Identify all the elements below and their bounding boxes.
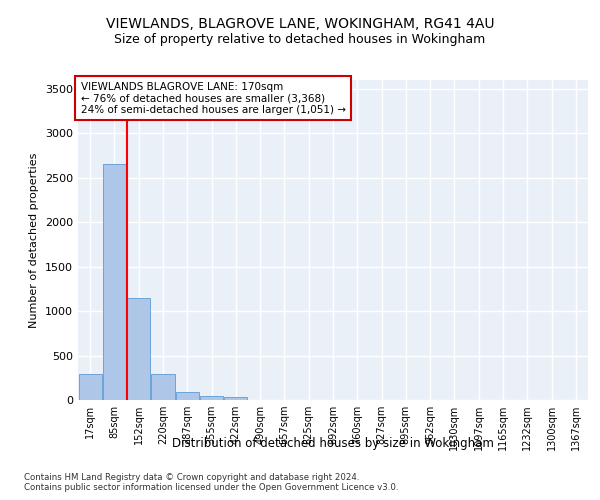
Text: VIEWLANDS BLAGROVE LANE: 170sqm
← 76% of detached houses are smaller (3,368)
24%: VIEWLANDS BLAGROVE LANE: 170sqm ← 76% of… [80, 82, 346, 115]
Text: Contains public sector information licensed under the Open Government Licence v3: Contains public sector information licen… [24, 483, 398, 492]
Text: VIEWLANDS, BLAGROVE LANE, WOKINGHAM, RG41 4AU: VIEWLANDS, BLAGROVE LANE, WOKINGHAM, RG4… [106, 18, 494, 32]
Bar [79, 374, 101, 400]
Bar [200, 396, 223, 400]
Text: Distribution of detached houses by size in Wokingham: Distribution of detached houses by size … [172, 438, 494, 450]
Bar [151, 374, 175, 400]
Bar [127, 298, 150, 400]
Bar [176, 392, 199, 400]
Y-axis label: Number of detached properties: Number of detached properties [29, 152, 40, 328]
Bar [103, 164, 126, 400]
Bar [224, 398, 247, 400]
Text: Size of property relative to detached houses in Wokingham: Size of property relative to detached ho… [115, 32, 485, 46]
Text: Contains HM Land Registry data © Crown copyright and database right 2024.: Contains HM Land Registry data © Crown c… [24, 472, 359, 482]
